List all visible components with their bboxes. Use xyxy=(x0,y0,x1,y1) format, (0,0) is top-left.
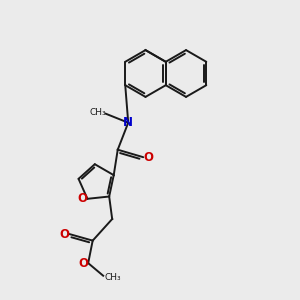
Text: O: O xyxy=(78,256,88,270)
Text: O: O xyxy=(59,227,69,241)
Text: O: O xyxy=(77,192,87,205)
Text: O: O xyxy=(143,151,153,164)
Text: N: N xyxy=(123,116,133,129)
Text: CH₃: CH₃ xyxy=(89,108,106,117)
Text: CH₃: CH₃ xyxy=(104,273,121,282)
